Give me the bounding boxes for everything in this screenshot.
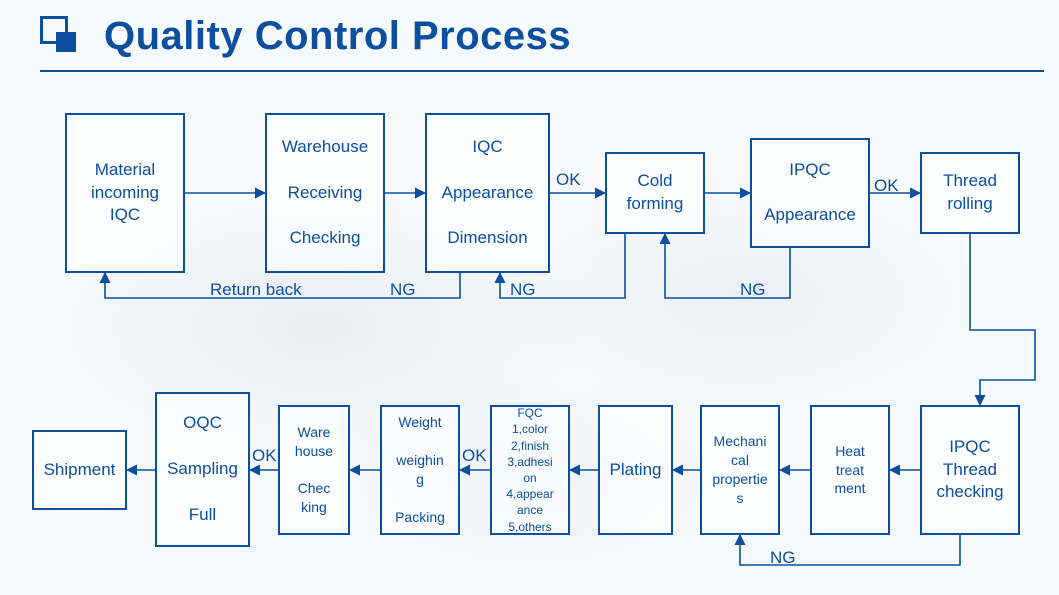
flow-node-n1: Material incoming IQC xyxy=(65,113,185,273)
flow-node-n7: IPQC Thread checking xyxy=(920,405,1020,535)
edge-label: NG xyxy=(510,280,536,300)
flow-edge xyxy=(970,234,1035,405)
flow-node-n11: FQC 1,color 2,finish 3,adhesi on 4,appea… xyxy=(490,405,570,535)
flow-node-n12: Weight weighin g Packing xyxy=(380,405,460,535)
edge-label: NG xyxy=(740,280,766,300)
flow-node-n3: IQC Appearance Dimension xyxy=(425,113,550,273)
edge-label: OK xyxy=(874,176,899,196)
flow-node-n5: IPQC Appearance xyxy=(750,138,870,248)
logo-icon xyxy=(40,16,82,58)
flow-node-n9: Mechani cal propertie s xyxy=(700,405,780,535)
edge-label: Return back xyxy=(210,280,302,300)
edge-label: OK xyxy=(462,446,487,466)
flow-node-n4: Cold forming xyxy=(605,152,705,234)
flow-node-n6: Thread rolling xyxy=(920,152,1020,234)
edge-label: OK xyxy=(556,170,581,190)
flow-node-n13: Ware house Chec king xyxy=(278,405,350,535)
edge-label: NG xyxy=(770,548,796,568)
flow-node-n8: Heat treat ment xyxy=(810,405,890,535)
edge-label: NG xyxy=(390,280,416,300)
flow-node-n10: Plating xyxy=(598,405,673,535)
flow-node-n15: Shipment xyxy=(32,430,127,510)
flow-node-n2: Warehouse Receiving Checking xyxy=(265,113,385,273)
flow-node-n14: OQC Sampling Full xyxy=(155,392,250,547)
title-row: Quality Control Process xyxy=(40,14,1039,59)
page-title: Quality Control Process xyxy=(104,14,571,59)
title-underline xyxy=(40,70,1044,72)
edge-label: OK xyxy=(252,446,277,466)
